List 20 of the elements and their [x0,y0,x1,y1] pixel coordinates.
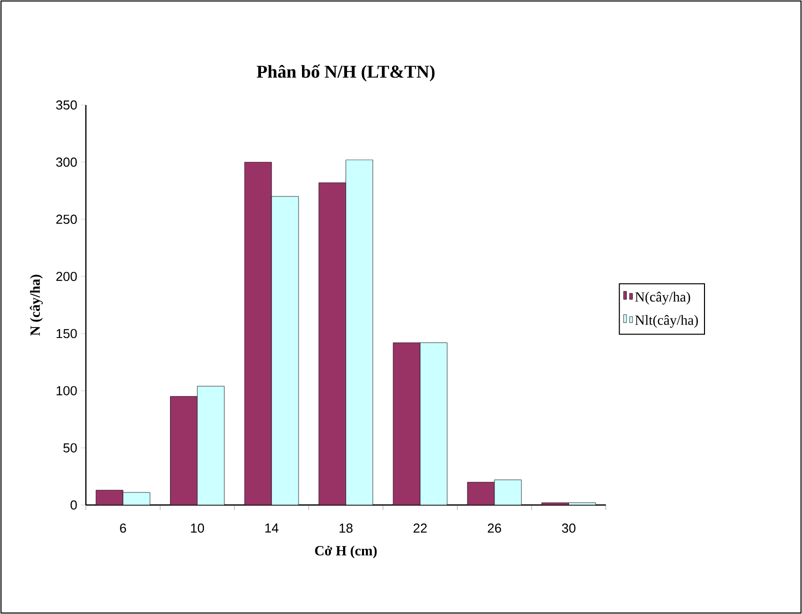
y-tick-label: 200 [56,272,77,282]
y-tick-label: 100 [56,386,77,396]
y-axis-title: N (cây/ha) [30,274,43,336]
x-tick-label: 22 [414,524,427,533]
y-tick-label: 350 [56,100,77,110]
x-tick-label: 10 [191,524,204,533]
y-tick-label: 0 [70,500,77,510]
x-tick-label: 14 [265,524,278,532]
y-tick-label: 250 [56,214,77,224]
x-axis-title: Cở H (cm) [315,546,377,558]
x-tick-label: 26 [488,524,502,533]
x-tick-label: 6 [120,524,126,533]
x-tick-label: 18 [340,524,353,533]
chart-title: Phân bố N/H (LT&TN) [256,64,435,82]
y-tick-label: 150 [56,328,77,338]
y-tick-label: 300 [56,158,77,167]
x-tick-label: 30 [562,524,576,533]
legend-label: Nlt(cây/ha) [635,315,698,328]
y-tick-label: 50 [63,443,77,452]
legend-label: N(cây/ha) [635,292,690,305]
